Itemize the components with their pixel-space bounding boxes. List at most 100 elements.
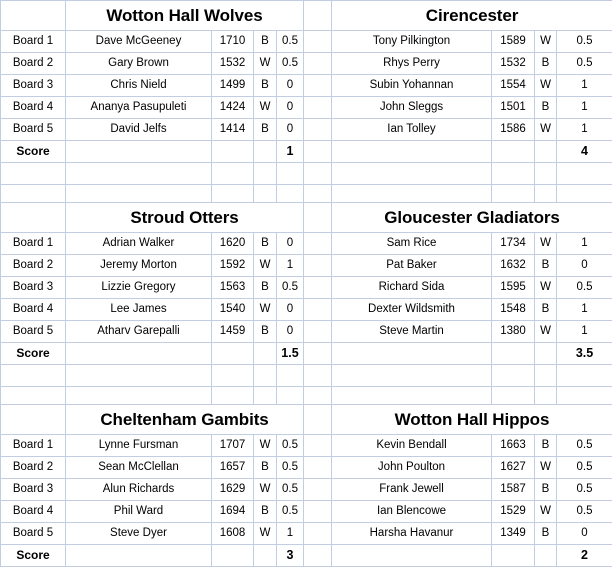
row-gap-cell — [304, 435, 332, 457]
score-label: Score — [1, 141, 66, 163]
blank-cell — [332, 163, 492, 185]
score-row-blank-home-rating — [212, 343, 254, 365]
board-label: Board 3 — [1, 75, 66, 97]
away-player-name: Steve Martin — [332, 321, 492, 343]
home-player-result: 0.5 — [277, 479, 304, 501]
blank-cell — [277, 365, 304, 387]
home-player-rating: 1620 — [212, 233, 254, 255]
home-player-rating: 1629 — [212, 479, 254, 501]
spacer-cell — [277, 387, 304, 405]
home-player-result: 0.5 — [277, 53, 304, 75]
home-player-colour: W — [254, 53, 277, 75]
spacer-cell — [535, 387, 557, 405]
home-team-score: 1.5 — [277, 343, 304, 365]
home-player-result: 0.5 — [277, 31, 304, 53]
home-team-score: 1 — [277, 141, 304, 163]
home-player-rating: 1459 — [212, 321, 254, 343]
away-team-title: Wotton Hall Hippos — [332, 405, 612, 435]
away-player-result: 1 — [557, 97, 612, 119]
score-row-blank-away-colour — [535, 545, 557, 567]
row-gap-cell — [304, 119, 332, 141]
row-gap-cell — [304, 523, 332, 545]
away-player-colour: B — [535, 479, 557, 501]
away-player-rating: 1632 — [492, 255, 535, 277]
title-row-gap-cell — [304, 203, 332, 233]
row-gap-cell — [304, 75, 332, 97]
board-label: Board 3 — [1, 479, 66, 501]
away-player-colour: W — [535, 277, 557, 299]
blank-row — [1, 365, 612, 387]
blank-cell — [254, 365, 277, 387]
blank-cell — [1, 365, 66, 387]
row-gap-cell — [304, 501, 332, 523]
spacer-cell — [212, 185, 254, 203]
score-row-blank-home-rating — [212, 545, 254, 567]
home-player-colour: B — [254, 321, 277, 343]
row-gap-cell — [304, 53, 332, 75]
score-row-blank-away-colour — [535, 141, 557, 163]
away-player-colour: W — [535, 501, 557, 523]
away-player-name: Pat Baker — [332, 255, 492, 277]
score-row-gap-cell — [304, 343, 332, 365]
away-player-name: Ian Tolley — [332, 119, 492, 141]
score-row-blank-home-name — [66, 141, 212, 163]
board-label: Board 3 — [1, 277, 66, 299]
score-row-blank-home-colour — [254, 545, 277, 567]
away-player-rating: 1595 — [492, 277, 535, 299]
away-player-colour: B — [535, 97, 557, 119]
row-gap-cell — [304, 31, 332, 53]
home-player-rating: 1707 — [212, 435, 254, 457]
blank-cell — [557, 163, 612, 185]
away-team-score: 4 — [557, 141, 612, 163]
spacer-cell — [212, 387, 254, 405]
title-row-leading-cell — [1, 405, 66, 435]
home-player-colour: B — [254, 457, 277, 479]
away-player-rating: 1532 — [492, 53, 535, 75]
row-gap-cell — [304, 457, 332, 479]
away-player-rating: 1734 — [492, 233, 535, 255]
home-player-result: 1 — [277, 255, 304, 277]
home-player-name: Lizzie Gregory — [66, 277, 212, 299]
board-label: Board 5 — [1, 321, 66, 343]
away-player-name: Richard Sida — [332, 277, 492, 299]
away-player-colour: W — [535, 233, 557, 255]
home-player-name: Ananya Pasupuleti — [66, 97, 212, 119]
spacer-cell — [332, 387, 492, 405]
away-player-name: Sam Rice — [332, 233, 492, 255]
board-label: Board 4 — [1, 501, 66, 523]
home-player-rating: 1592 — [212, 255, 254, 277]
away-player-colour: W — [535, 31, 557, 53]
home-player-colour: W — [254, 299, 277, 321]
board-label: Board 1 — [1, 233, 66, 255]
home-player-result: 0.5 — [277, 277, 304, 299]
away-player-name: Dexter Wildsmith — [332, 299, 492, 321]
score-row-blank-home-colour — [254, 343, 277, 365]
blank-cell — [66, 163, 212, 185]
home-player-colour: B — [254, 233, 277, 255]
blank-cell — [212, 163, 254, 185]
blank-cell — [492, 365, 535, 387]
row-gap-cell — [304, 255, 332, 277]
home-player-result: 0 — [277, 75, 304, 97]
away-player-colour: B — [535, 523, 557, 545]
spacer-cell — [1, 387, 66, 405]
spacer-cell — [535, 185, 557, 203]
home-player-name: Lynne Fursman — [66, 435, 212, 457]
away-player-rating: 1587 — [492, 479, 535, 501]
away-player-result: 0 — [557, 255, 612, 277]
home-team-score: 3 — [277, 545, 304, 567]
away-player-name: John Sleggs — [332, 97, 492, 119]
away-player-colour: W — [535, 119, 557, 141]
score-row-gap-cell — [304, 141, 332, 163]
spacer-cell — [332, 185, 492, 203]
board-label: Board 2 — [1, 53, 66, 75]
spacer-row — [1, 387, 612, 405]
away-player-name: Harsha Havanur — [332, 523, 492, 545]
